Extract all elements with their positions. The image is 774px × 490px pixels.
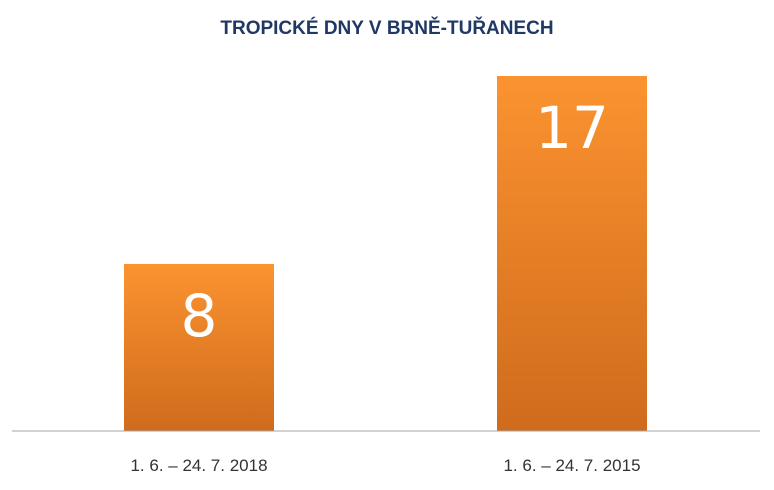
bar-value-label-0: 8 — [181, 282, 218, 350]
x-tick-label-1: 1. 6. – 24. 7. 2015 — [503, 456, 640, 475]
bar-value-label-1: 17 — [535, 94, 609, 162]
chart-title: TROPICKÉ DNY V BRNĚ-TUŘANECH — [220, 17, 553, 39]
bars-group: 8 17 — [124, 76, 647, 431]
bar-1 — [497, 76, 647, 431]
x-tick-labels: 1. 6. – 24. 7. 2018 1. 6. – 24. 7. 2015 — [130, 456, 640, 475]
bar-0 — [124, 263, 274, 431]
x-tick-label-0: 1. 6. – 24. 7. 2018 — [130, 456, 267, 475]
